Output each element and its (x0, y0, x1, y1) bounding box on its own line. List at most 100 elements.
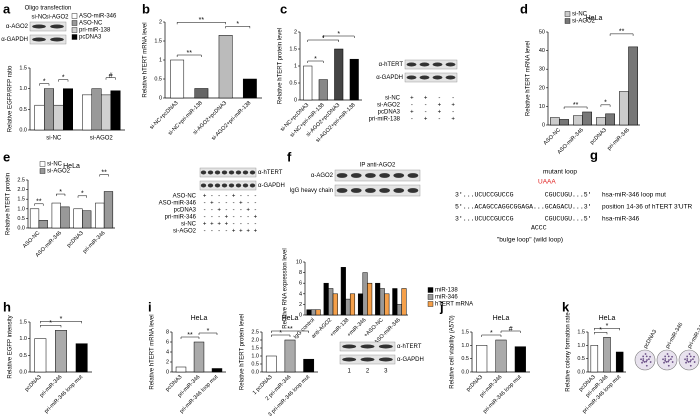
blot-band (32, 24, 46, 29)
blot-title: Oligo transfection (25, 6, 72, 12)
colony-dot (689, 355, 692, 358)
blot-band (342, 357, 357, 362)
y-tick-label: 0.5 (17, 216, 25, 222)
significance-bracket (271, 330, 309, 333)
bar (615, 351, 624, 373)
treatment-sign: - (247, 194, 249, 200)
y-tick-label: 50 (539, 29, 545, 35)
blot-column-label: 1 (347, 369, 351, 375)
x-tick-label: pcDNA3 (465, 374, 484, 393)
x-tick-label: pcDNA3 (24, 374, 43, 393)
treatment-sign: - (254, 194, 256, 200)
y-tick-label: 1 (159, 57, 162, 63)
y-tick-label: 4 (166, 349, 169, 355)
treatment-label: si-NC (181, 222, 197, 228)
blot-band (50, 24, 64, 29)
y-tick-label: 1.5 (19, 319, 27, 325)
y-tick-label: 0.0 (19, 369, 27, 375)
significance-label: * (49, 320, 52, 327)
significance-bracket (180, 336, 200, 339)
blot-label: α-hTERT (379, 62, 404, 68)
treatment-label: pcDNA3 (378, 110, 401, 116)
significance-bracket (40, 321, 82, 324)
treatment-sign: + (203, 222, 207, 228)
y-tick-label: 0 (299, 312, 302, 318)
blot-band (406, 75, 417, 80)
bar (349, 58, 359, 101)
blot-band (242, 170, 249, 175)
bar (193, 341, 205, 373)
significance-label: * (43, 79, 46, 86)
treatment-sign: + (239, 229, 243, 235)
y-tick-label: 0.5 (461, 356, 469, 362)
treatment-sign: + (246, 229, 250, 235)
significance-label: # (109, 73, 113, 80)
bar (34, 338, 47, 373)
y-tick-label: 0.0 (17, 225, 25, 231)
treatment-sign: - (211, 229, 213, 235)
bar (596, 117, 606, 126)
blot-band (432, 75, 443, 80)
treatment-sign: + (438, 103, 442, 109)
blot-band (360, 357, 375, 362)
significance-bracket (563, 106, 588, 109)
treatment-sign: + (217, 208, 221, 214)
significance-bracket (77, 195, 87, 198)
y-tick-label: 8 (166, 329, 169, 335)
significance-bracket (99, 174, 109, 177)
blot-band (214, 170, 221, 175)
y-tick-label: 20 (539, 85, 545, 91)
treatment-label: ASO-miR-346 (159, 201, 197, 207)
significance-bracket (58, 79, 69, 82)
bar (55, 330, 67, 373)
bar (328, 288, 334, 316)
y-axis-label: Relative hTERT mRNA level (150, 314, 156, 389)
y-tick-label: 1.5 (289, 46, 297, 52)
dish-label: pri-miR-346 loop mut (687, 302, 700, 350)
blot-band (200, 170, 207, 175)
treatment-sign: - (425, 103, 427, 109)
bar (375, 282, 381, 316)
blot-band (249, 183, 256, 188)
y-tick-label: 2 (166, 359, 169, 365)
significance-bracket (600, 104, 611, 107)
y-axis-label: Relative RNA expression level (283, 248, 289, 328)
colony-dot (671, 355, 673, 358)
treatment-sign: - (254, 201, 256, 207)
significance-label: * (207, 328, 210, 335)
y-tick-label: 1.0 (19, 336, 27, 342)
bar (619, 91, 629, 126)
blot-band (378, 344, 393, 349)
y-axis-label: Relative EGFP intensity (8, 315, 14, 378)
treatment-sign: - (204, 208, 206, 214)
y-tick-label: 6 (166, 339, 169, 345)
y-tick-label: 0.5 (289, 80, 297, 86)
colony-dot (686, 359, 689, 362)
significance-label: * (337, 31, 340, 38)
y-tick-label: 0.0 (461, 369, 469, 375)
colony-dish (634, 349, 656, 371)
legend-swatch (39, 161, 46, 167)
bar (242, 78, 257, 99)
colony-dot (693, 361, 696, 363)
bar (550, 117, 560, 126)
bar (284, 339, 296, 373)
blot-band (235, 170, 242, 175)
significance-bracket (594, 332, 608, 335)
blot-strip (29, 34, 67, 45)
blot-strip (199, 167, 257, 178)
bar (91, 88, 102, 131)
colony-dish (656, 349, 678, 371)
significance-bracket (40, 325, 62, 328)
blot-band (378, 357, 393, 362)
blot-band (350, 173, 362, 178)
legend-label: si-AGO2 (47, 169, 71, 175)
treatment-sign: - (240, 222, 242, 228)
y-tick-label: 0 (166, 369, 169, 375)
blot-label: α-GAPDH (397, 357, 424, 363)
significance-bracket (198, 332, 218, 335)
blot-band (365, 173, 376, 178)
y-tick-label: 30 (539, 67, 545, 73)
legend-swatch (427, 294, 434, 300)
panel-letter: g (590, 147, 598, 162)
